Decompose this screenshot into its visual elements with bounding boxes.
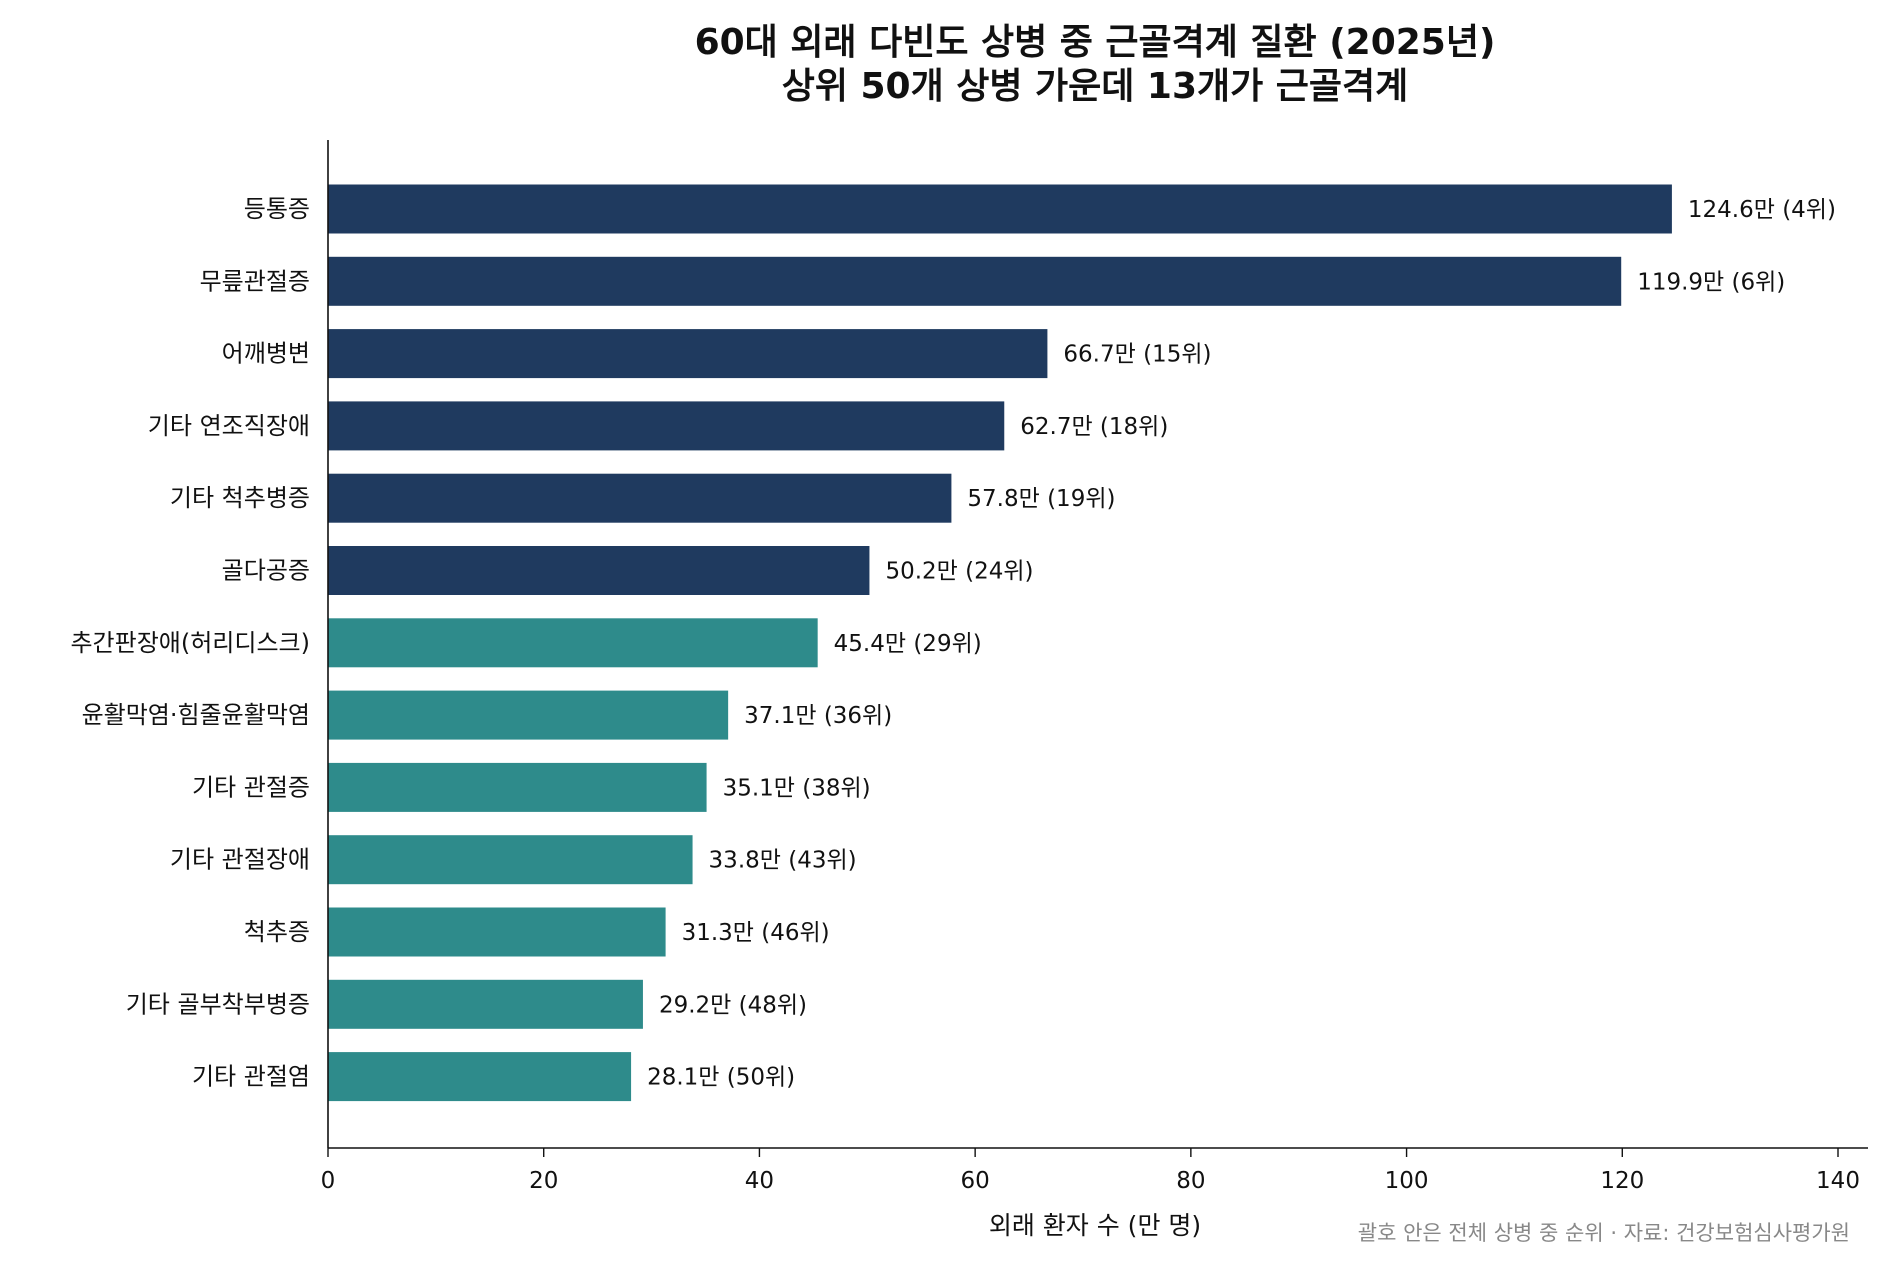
source-note: 괄호 안은 전체 상병 중 순위 · 자료: 건강보험심사평가원	[1358, 1221, 1850, 1245]
bar	[328, 184, 1672, 234]
bar	[328, 979, 643, 1029]
bar	[328, 473, 952, 523]
data-label: 28.1만 (50위)	[647, 1065, 795, 1091]
data-label: 45.4만 (29위)	[834, 631, 982, 657]
bar	[328, 907, 666, 957]
category-label: 윤활막염·힘줄윤활막염	[82, 701, 310, 729]
x-axis-label: 외래 환자 수 (만 명)	[989, 1211, 1201, 1240]
bar	[328, 690, 729, 740]
data-label: 29.2만 (48위)	[659, 992, 807, 1018]
bars-group: 등통증 124.6만 (4위) 무릎관절증 119.9만 (6위) 어깨병변 66.7만 …	[70, 184, 1836, 1102]
data-label: 57.8만 (19위)	[967, 486, 1115, 512]
category-label: 기타 관절장애	[170, 846, 310, 874]
data-label: 35.1만 (38위)	[723, 775, 871, 801]
x-tick-label: 80	[1176, 1168, 1205, 1194]
x-tick-label: 120	[1600, 1168, 1644, 1194]
bar	[328, 329, 1048, 379]
data-label: 119.9만 (6위)	[1637, 269, 1785, 295]
category-label: 기타 연조직장애	[148, 412, 310, 440]
data-label: 124.6만 (4위)	[1688, 197, 1836, 223]
x-tick-label: 60	[961, 1168, 990, 1194]
data-label: 31.3만 (46위)	[682, 920, 830, 946]
category-label: 기타 관절증	[192, 773, 310, 801]
chart-title: 60대 외래 다빈도 상병 중 근골격계 질환 (2025년)	[695, 22, 1496, 63]
category-label: 무릎관절증	[200, 267, 310, 295]
bar	[328, 546, 870, 595]
chart-subtitle: 상위 50개 상병 가운데 13개가 근골격계	[782, 66, 1409, 107]
data-label: 62.7만 (18위)	[1020, 414, 1168, 440]
category-label: 등통증	[244, 195, 310, 223]
category-label: 기타 골부착부병증	[126, 990, 310, 1018]
x-tick-label: 40	[745, 1168, 774, 1194]
category-label: 추간판장애(허리디스크)	[70, 629, 310, 657]
bar	[328, 762, 707, 812]
data-label: 33.8만 (43위)	[709, 848, 857, 874]
category-label: 척추증	[244, 918, 310, 946]
x-tick-label: 140	[1816, 1168, 1860, 1194]
bar	[328, 256, 1622, 306]
category-label: 골다공증	[222, 557, 310, 585]
category-label: 어깨병변	[222, 340, 310, 368]
category-label: 기타 관절염	[192, 1063, 310, 1091]
x-tick-label: 20	[529, 1168, 558, 1194]
data-label: 37.1만 (36위)	[744, 703, 892, 729]
x-ticks-group: 0 20 40 60 80 100 120 140	[321, 1148, 1860, 1194]
bar	[328, 835, 693, 885]
category-label: 기타 척추병증	[170, 484, 310, 512]
data-label: 66.7만 (15위)	[1063, 342, 1211, 368]
data-label: 50.2만 (24위)	[885, 559, 1033, 585]
bar	[328, 1052, 632, 1102]
bar	[328, 401, 1005, 451]
x-tick-label: 100	[1385, 1168, 1429, 1194]
bar	[328, 618, 818, 668]
x-tick-label: 0	[321, 1168, 336, 1194]
